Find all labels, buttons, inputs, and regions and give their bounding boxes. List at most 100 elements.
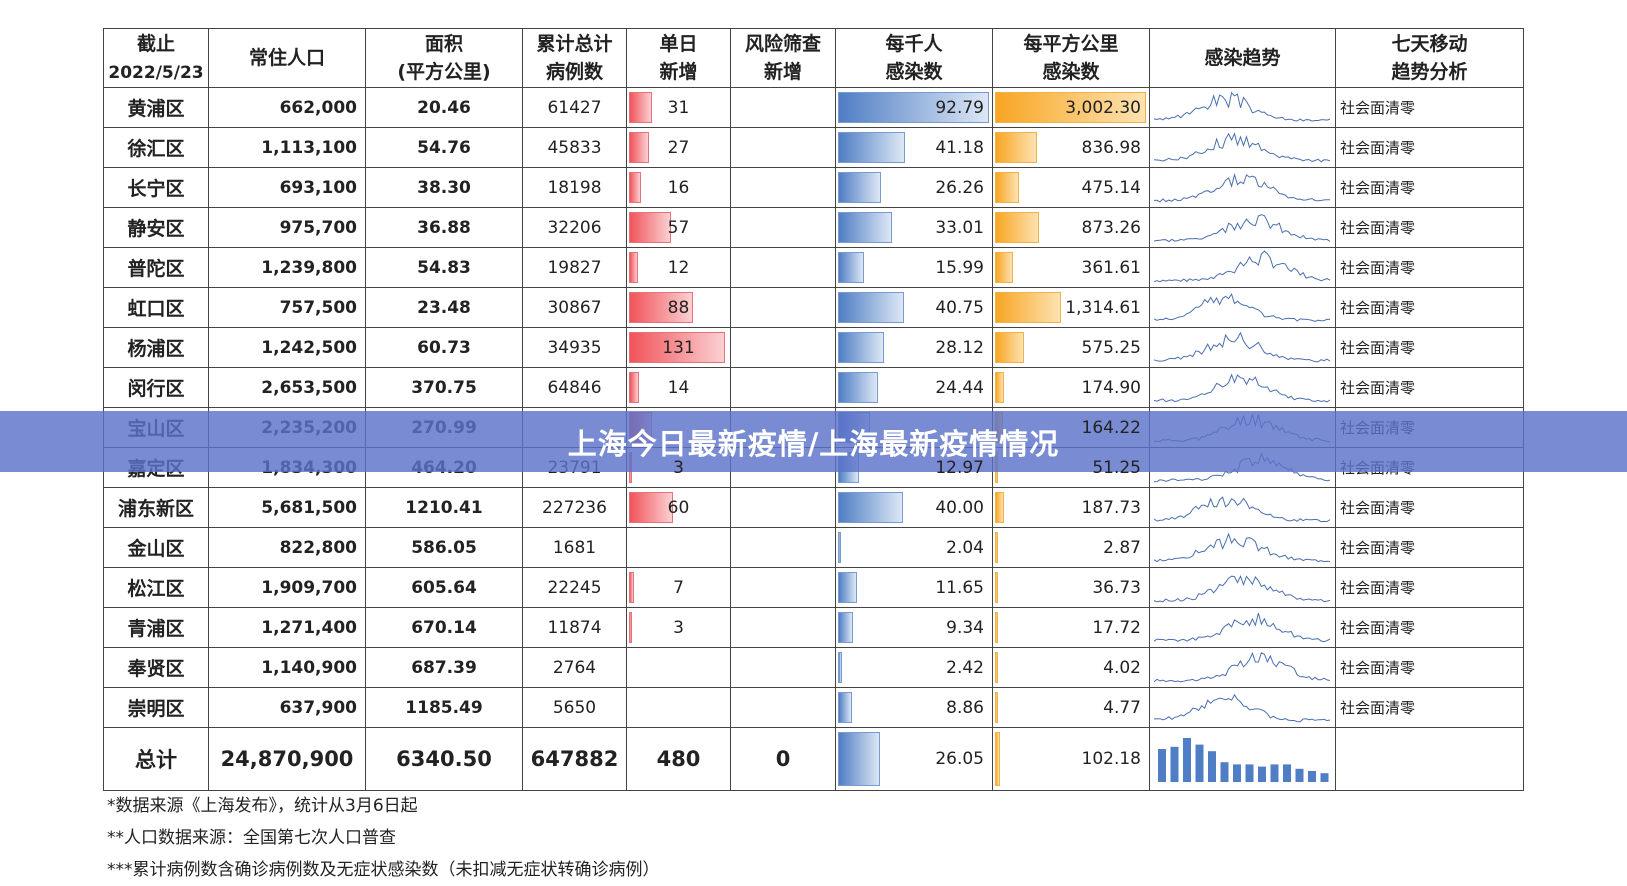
sparkline-path <box>1153 373 1331 403</box>
sparkline-path <box>1153 132 1331 163</box>
table-row: 徐汇区 1,113,100 54.76 45833 27 41.18 836.98 社会面清零 <box>103 127 1524 168</box>
per-km2-bar <box>995 172 1019 203</box>
area-cell: 370.75 <box>365 367 523 408</box>
table-row: 静安区 975,700 36.88 32206 57 33.01 873.26 社会面清零 <box>103 207 1524 248</box>
analysis-cell: 社会面清零 <box>1335 567 1524 608</box>
per-km2-bar <box>995 692 998 723</box>
trend-sparkline <box>1153 331 1331 363</box>
district-name: 崇明区 <box>103 687 209 728</box>
daily-bar <box>629 132 649 163</box>
sparkline-path <box>1154 693 1331 723</box>
analysis-cell: 社会面清零 <box>1335 287 1524 328</box>
screening-cell <box>730 607 836 648</box>
population-cell: 2,653,500 <box>208 367 366 408</box>
trend-sparkline <box>1153 651 1331 683</box>
screening-cell <box>730 287 836 328</box>
trend-bar <box>1245 764 1254 782</box>
cumulative-cell: 22245 <box>522 567 627 608</box>
screening-cell <box>730 167 836 208</box>
per-km2-cell: 475.14 <box>992 167 1150 208</box>
table-row: 黄浦区 662,000 20.46 61427 31 92.79 3,002.30 社会面清零 <box>103 87 1524 128</box>
table-row: 虹口区 757,500 23.48 30867 88 40.75 1,314.61 社会面清零 <box>103 287 1524 328</box>
screening-cell <box>730 367 836 408</box>
per-thousand-bar <box>838 652 842 683</box>
daily-cell: 14 <box>626 367 731 408</box>
cumulative-cell: 32206 <box>522 207 627 248</box>
table-row: 崇明区 637,900 1185.49 5650 8.86 4.77 社会面清零 <box>103 687 1524 728</box>
daily-cell: 57 <box>626 207 731 248</box>
per-km2-bar <box>995 572 998 603</box>
population-cell: 757,500 <box>208 287 366 328</box>
daily-cell: 31 <box>626 87 731 128</box>
area-cell: 54.76 <box>365 127 523 168</box>
trend-bar <box>1308 771 1316 782</box>
sparkline-path <box>1153 574 1331 603</box>
screening-cell <box>730 487 836 528</box>
per-km2-cell: 4.77 <box>992 687 1150 728</box>
daily-cell: 131 <box>626 327 731 368</box>
trend-bar <box>1183 738 1191 782</box>
area-cell: 54.83 <box>365 247 523 288</box>
screening-cell <box>730 527 836 568</box>
table-body: 黄浦区 662,000 20.46 61427 31 92.79 3,002.30 社会面清零… <box>103 87 1524 728</box>
screening-cell <box>730 327 836 368</box>
analysis-cell: 社会面清零 <box>1335 487 1524 528</box>
area-cell: 1185.49 <box>365 687 523 728</box>
area-cell: 670.14 <box>365 607 523 648</box>
district-name: 青浦区 <box>103 607 209 648</box>
per-km2-cell: 2.87 <box>992 527 1150 568</box>
total-analysis <box>1335 727 1524 791</box>
table-row: 青浦区 1,271,400 670.14 11874 3 9.34 17.72 社会面清零 <box>103 607 1524 648</box>
per-thousand-cell: 11.65 <box>835 567 993 608</box>
analysis-cell: 社会面清零 <box>1335 127 1524 168</box>
total-row: 总计 24,870,900 6340.50 647882 480 0 26.05… <box>103 727 1524 791</box>
per-thousand-cell: 92.79 <box>835 87 993 128</box>
per-km2-cell: 1,314.61 <box>992 287 1150 328</box>
per-thousand-cell: 15.99 <box>835 247 993 288</box>
per-km2-cell: 3,002.30 <box>992 87 1150 128</box>
population-cell: 662,000 <box>208 87 366 128</box>
area-cell: 687.39 <box>365 647 523 688</box>
analysis-cell: 社会面清零 <box>1335 527 1524 568</box>
title-banner: 上海今日最新疫情/上海最新疫情情况 <box>0 411 1627 472</box>
daily-bar <box>629 252 638 283</box>
per-km2-cell: 36.73 <box>992 567 1150 608</box>
footnote-cumulative: ***累计病例数含确诊病例数及无症状感染数（未扣减无症状转确诊病例） <box>107 860 660 880</box>
trend-sparkline-cell <box>1149 367 1336 408</box>
trend-sparkline <box>1153 214 1331 243</box>
per-km2-cell: 187.73 <box>992 487 1150 528</box>
analysis-cell: 社会面清零 <box>1335 207 1524 248</box>
header-analysis: 七天移动 趋势分析 <box>1335 28 1524 88</box>
cumulative-cell: 5650 <box>522 687 627 728</box>
daily-bar <box>629 572 635 603</box>
covid-table-container: 截止 2022/5/23 常住人口 面积 (平方公里) 累计总计 病例数 单日 新增 风… <box>103 28 1524 791</box>
total-screening: 0 <box>730 727 836 791</box>
trend-sparkline <box>1153 91 1331 122</box>
table-row: 闵行区 2,653,500 370.75 64846 14 24.44 174.90 社会面清… <box>103 367 1524 408</box>
per-thousand-bar <box>838 172 881 203</box>
screening-cell <box>730 567 836 608</box>
per-km2-cell: 4.02 <box>992 647 1150 688</box>
per-thousand-bar <box>838 332 884 363</box>
population-cell: 975,700 <box>208 207 366 248</box>
per-thousand-bar <box>838 132 905 163</box>
table-row: 金山区 822,800 586.05 1681 2.04 2.87 社会面清零 <box>103 527 1524 568</box>
screening-cell <box>730 87 836 128</box>
sparkline-path <box>1153 250 1331 283</box>
per-thousand-cell: 2.42 <box>835 647 993 688</box>
area-cell: 60.73 <box>365 327 523 368</box>
population-cell: 637,900 <box>208 687 366 728</box>
banner-title: 上海今日最新疫情/上海最新疫情情况 <box>567 426 1060 461</box>
total-label: 总计 <box>103 727 209 791</box>
trend-sparkline-cell <box>1149 87 1336 128</box>
trend-bar <box>1258 766 1266 782</box>
analysis-cell: 社会面清零 <box>1335 647 1524 688</box>
per-km2-bar <box>995 292 1062 323</box>
district-name: 黄浦区 <box>103 87 209 128</box>
per-thousand-bar <box>838 692 853 723</box>
per-thousand-bar <box>838 572 857 603</box>
per-km2-cell: 873.26 <box>992 207 1150 248</box>
cumulative-cell: 19827 <box>522 247 627 288</box>
screening-cell <box>730 207 836 248</box>
table-row: 松江区 1,909,700 605.64 22245 7 11.65 36.73 社会面清零 <box>103 567 1524 608</box>
